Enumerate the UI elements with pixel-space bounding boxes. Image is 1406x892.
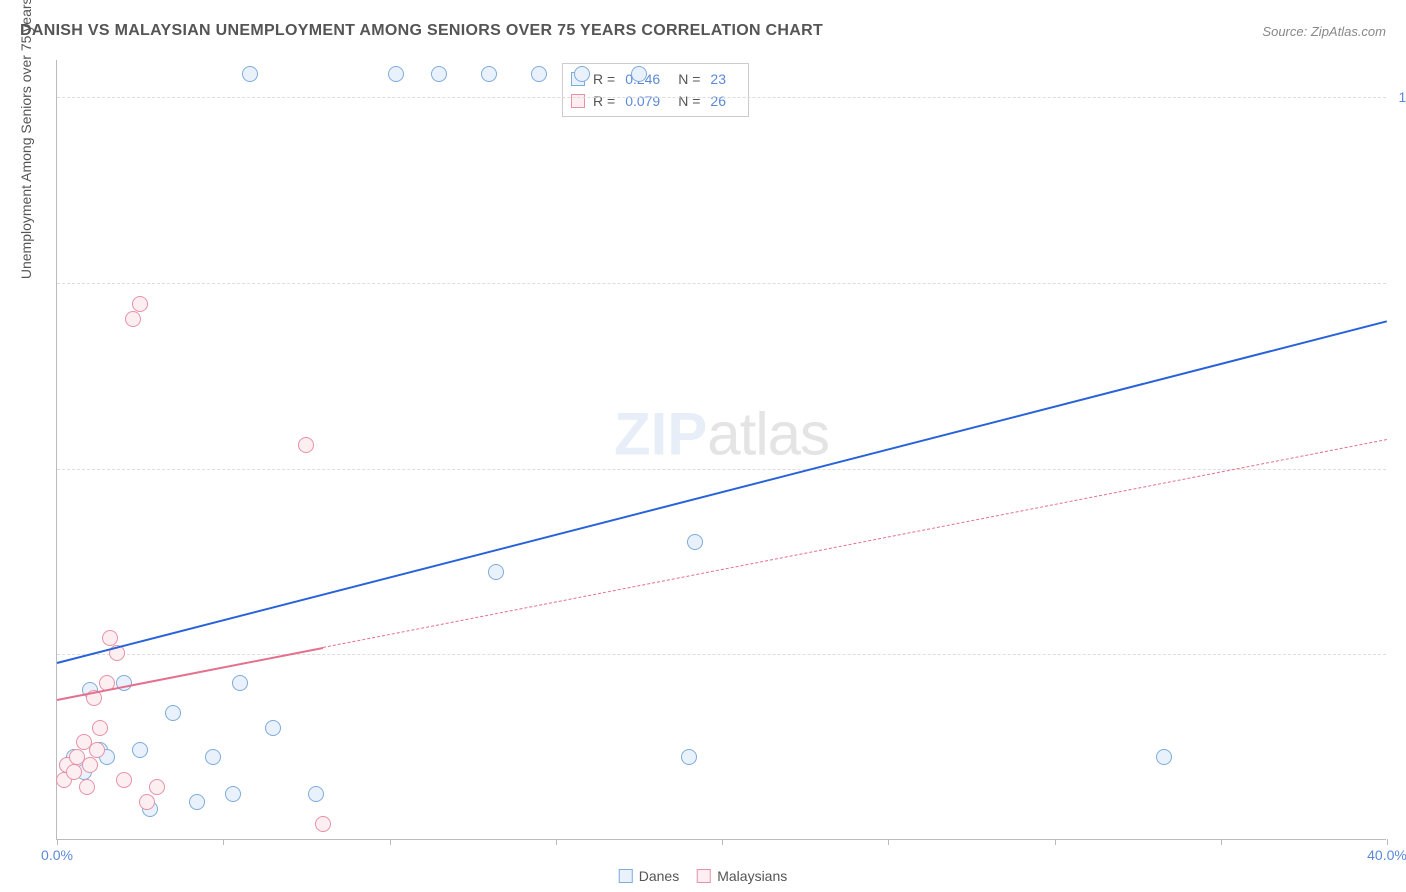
data-point	[132, 742, 148, 758]
stat-n-danes: 23	[710, 68, 726, 90]
data-point	[242, 66, 258, 82]
stat-r-label-2: R =	[593, 90, 615, 112]
stat-n-label-2: N =	[678, 90, 700, 112]
y-tick-label: 50.0%	[1391, 461, 1406, 477]
gridline-h	[57, 283, 1386, 284]
gridline-h	[57, 654, 1386, 655]
data-point	[189, 794, 205, 810]
data-point	[681, 749, 697, 765]
data-point	[308, 786, 324, 802]
legend-label-malaysians: Malaysians	[717, 868, 787, 884]
data-point	[165, 705, 181, 721]
stats-row-danes: R = 0.246 N = 23	[571, 68, 736, 90]
stats-row-malaysians: R = 0.079 N = 26	[571, 90, 736, 112]
data-point	[139, 794, 155, 810]
data-point	[574, 66, 590, 82]
stat-n-label: N =	[678, 68, 700, 90]
data-point	[225, 786, 241, 802]
data-point	[265, 720, 281, 736]
swatch-malaysians	[571, 94, 585, 108]
data-point	[431, 66, 447, 82]
data-point	[687, 534, 703, 550]
x-tick	[888, 839, 889, 845]
chart-container: DANISH VS MALAYSIAN UNEMPLOYMENT AMONG S…	[0, 0, 1406, 892]
legend-item-malaysians: Malaysians	[697, 868, 787, 884]
x-tick	[556, 839, 557, 845]
y-tick-label: 25.0%	[1391, 646, 1406, 662]
data-point	[79, 779, 95, 795]
trendline	[57, 320, 1387, 664]
x-tick	[1221, 839, 1222, 845]
data-point	[298, 437, 314, 453]
watermark-part1: ZIP	[614, 400, 707, 467]
data-point	[488, 564, 504, 580]
data-point	[132, 296, 148, 312]
data-point	[388, 66, 404, 82]
data-point	[125, 311, 141, 327]
gridline-h	[57, 97, 1386, 98]
data-point	[82, 757, 98, 773]
trendline	[323, 439, 1387, 648]
data-point	[116, 772, 132, 788]
data-point	[102, 630, 118, 646]
stat-r-label: R =	[593, 68, 615, 90]
y-tick-label: 75.0%	[1391, 275, 1406, 291]
stat-r-malaysians: 0.079	[625, 90, 660, 112]
legend-label-danes: Danes	[639, 868, 679, 884]
y-axis-title: Unemployment Among Seniors over 75 years	[18, 0, 34, 279]
x-tick	[223, 839, 224, 845]
data-point	[481, 66, 497, 82]
x-tick	[1387, 839, 1388, 845]
source-value: ZipAtlas.com	[1311, 24, 1386, 39]
chart-title: DANISH VS MALAYSIAN UNEMPLOYMENT AMONG S…	[20, 22, 823, 40]
x-tick	[57, 839, 58, 845]
watermark-part2: atlas	[707, 400, 829, 467]
source-attribution: Source: ZipAtlas.com	[1262, 24, 1386, 39]
x-tick	[390, 839, 391, 845]
legend-swatch-malaysians	[697, 869, 711, 883]
source-label: Source:	[1262, 24, 1307, 39]
data-point	[205, 749, 221, 765]
data-point	[531, 66, 547, 82]
bottom-legend: Danes Malaysians	[613, 866, 794, 886]
gridline-h	[57, 469, 1386, 470]
data-point	[315, 816, 331, 832]
data-point	[149, 779, 165, 795]
data-point	[89, 742, 105, 758]
data-point	[92, 720, 108, 736]
data-point	[232, 675, 248, 691]
legend-swatch-danes	[619, 869, 633, 883]
data-point	[66, 764, 82, 780]
data-point	[631, 66, 647, 82]
legend-item-danes: Danes	[619, 868, 679, 884]
x-tick-label: 40.0%	[1367, 847, 1406, 863]
x-tick	[722, 839, 723, 845]
plot-area: ZIPatlas R = 0.246 N = 23 R = 0.079 N = …	[56, 60, 1386, 840]
watermark: ZIPatlas	[614, 399, 829, 468]
data-point	[1156, 749, 1172, 765]
x-tick-label: 0.0%	[41, 847, 73, 863]
y-tick-label: 100.0%	[1391, 89, 1406, 105]
x-tick	[1055, 839, 1056, 845]
stat-n-malaysians: 26	[710, 90, 726, 112]
